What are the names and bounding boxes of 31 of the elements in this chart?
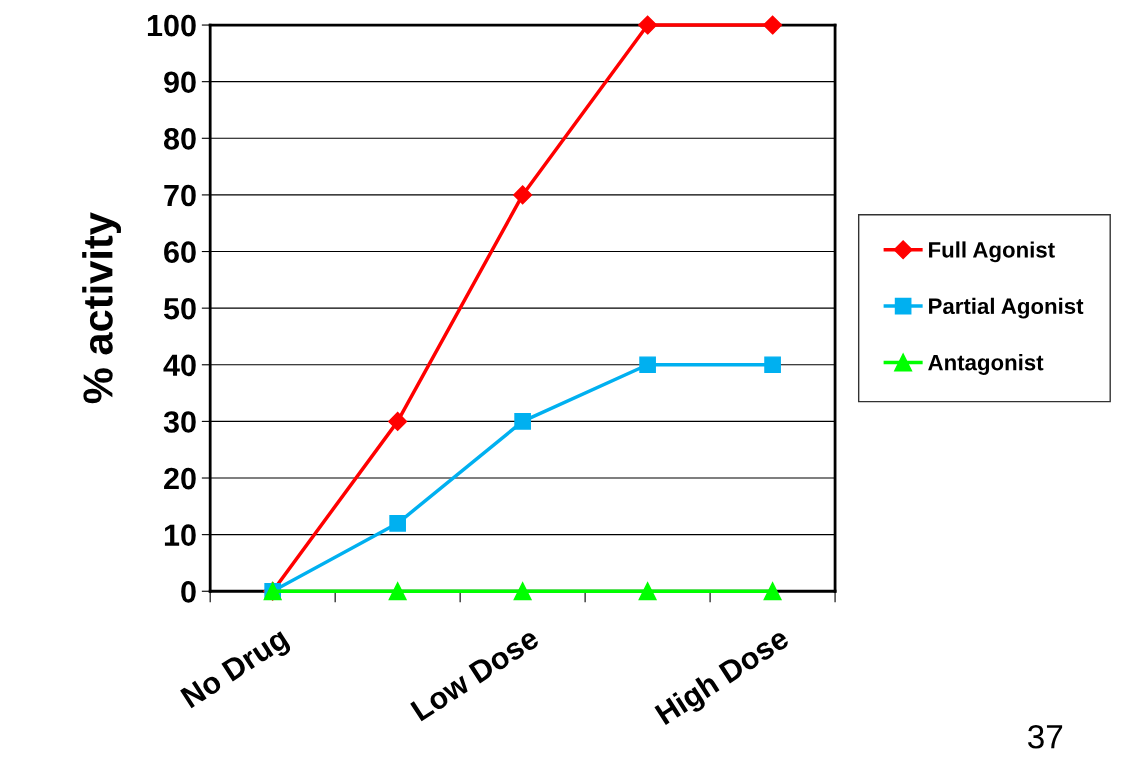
point [513, 185, 533, 205]
point [513, 582, 532, 601]
x-tick-label: High Dose [653, 625, 794, 731]
point [388, 582, 407, 601]
y-tick-label: 100 [147, 14, 196, 37]
y-tick-label: 50 [163, 297, 196, 320]
point [639, 356, 656, 374]
y-tick-label: 40 [163, 354, 196, 377]
point [389, 514, 406, 532]
point [763, 15, 783, 35]
y-tick-label: 60 [164, 241, 196, 263]
x-tick-label: Low Dose [410, 626, 541, 722]
point [764, 356, 781, 374]
point [638, 582, 657, 601]
y-tick-label: 80 [163, 128, 196, 150]
x-tick-label: No Drug [180, 627, 293, 714]
y-tick-label: 10 [164, 524, 196, 547]
point [514, 413, 531, 430]
text: 37 [1027, 725, 1063, 749]
point [388, 411, 408, 431]
y-tick-label: 90 [164, 71, 196, 94]
y-tick-label: 20 [164, 467, 196, 490]
y-axis-title: % activity [82, 212, 122, 404]
legend-label: Antagonist [928, 354, 1044, 375]
point [638, 15, 658, 35]
y-tick-label: 0 [181, 581, 196, 603]
legend-label: Full Agonist [929, 241, 1055, 263]
legend-label: Partial Agonist [929, 297, 1084, 319]
point [763, 582, 782, 601]
y-tick-label: 70 [164, 184, 196, 207]
y-tick-label: 30 [163, 411, 196, 433]
